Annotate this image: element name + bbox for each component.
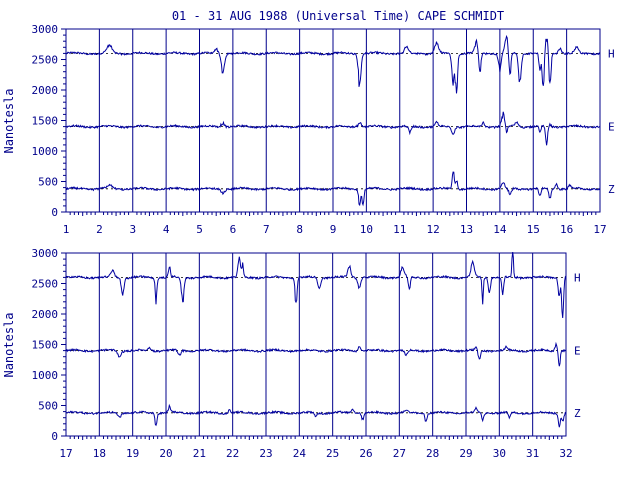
y-tick-label: 3000 [32,247,59,260]
panel-days-17-32: 0 500 1000 1500 2000 2500 3000 17 18 19 20 21 22 23 24… [32,247,582,460]
x-tick-label: 25 [326,447,339,460]
x-tick-label: 27 [393,447,406,460]
x-tick-label: 24 [293,447,307,460]
x-tick-label: 17 [59,447,72,460]
x-tick-label: 31 [526,447,539,460]
x-tick-label: 23 [259,447,272,460]
x-tick-label: 28 [426,447,439,460]
series-label-Z: Z [574,407,581,420]
y-axis-label-bottom: Nanotesla [2,312,16,377]
series-label-Z: Z [608,183,615,196]
y-tick-label: 0 [51,206,58,219]
series-label-H: H [608,47,615,60]
series-Z-trace [65,171,601,207]
y-tick-label: 0 [51,430,58,443]
x-tick-label: 3 [129,223,136,236]
series-Z-trace [65,403,567,428]
x-tick-label: 32 [559,447,572,460]
x-tick-label: 4 [163,223,170,236]
x-tick-label: 10 [360,223,373,236]
series-H-trace [65,252,567,319]
x-tick-label: 2 [96,223,103,236]
series-E-trace [65,341,567,367]
y-tick-label: 2500 [32,54,59,67]
x-tick-label: 5 [196,223,203,236]
series-label-H: H [574,271,581,284]
x-tick-label: 19 [126,447,139,460]
x-tick-label: 22 [226,447,239,460]
x-tick-label: 14 [493,223,507,236]
x-tick-label: 17 [593,223,606,236]
x-tick-label: 30 [493,447,506,460]
y-tick-label: 1000 [32,369,59,382]
x-tick-label: 1 [63,223,70,236]
x-tick-label: 26 [359,447,372,460]
y-tick-label: 1000 [32,145,59,158]
y-axis-label-top: Nanotesla [2,88,16,153]
x-tick-label: 21 [193,447,206,460]
y-tick-label: 2000 [32,308,59,321]
y-tick-label: 500 [38,400,58,413]
x-tick-label: 12 [427,223,440,236]
series-label-E: E [608,121,615,134]
x-tick-label: 15 [527,223,540,236]
y-tick-label: 2500 [32,278,59,291]
x-tick-label: 20 [159,447,172,460]
y-tick-label: 1500 [32,339,59,352]
chart-title: 01 - 31 AUG 1988 (Universal Time) CAPE S… [172,9,504,23]
x-tick-label: 18 [93,447,106,460]
x-tick-label: 16 [560,223,573,236]
x-tick-label: 13 [460,223,473,236]
series-H-trace [65,34,601,94]
y-tick-label: 1500 [32,115,59,128]
x-tick-label: 9 [330,223,337,236]
series-label-E: E [574,345,581,358]
y-tick-label: 2000 [32,84,59,97]
y-tick-label: 3000 [32,23,59,36]
x-tick-label: 7 [263,223,270,236]
x-tick-label: 29 [459,447,472,460]
x-tick-label: 11 [393,223,406,236]
y-tick-label: 500 [38,176,58,189]
x-tick-label: 8 [296,223,303,236]
series-E-trace [65,111,601,146]
x-tick-label: 6 [230,223,237,236]
